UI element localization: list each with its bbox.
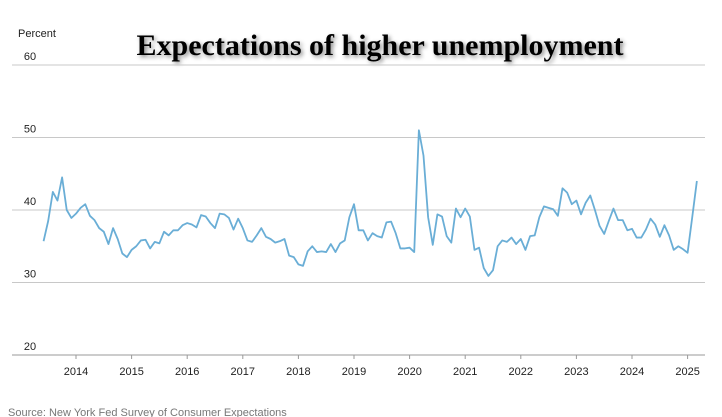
source: Source: New York Fed Survey of Consumer … xyxy=(8,407,287,417)
x-tick-label: 2025 xyxy=(675,366,699,378)
x-tick-label: 2021 xyxy=(453,366,477,378)
x-tick-label: 2022 xyxy=(509,366,533,378)
x-tick-label: 2017 xyxy=(231,366,255,378)
data-line xyxy=(42,129,698,277)
x-tick-label: 2023 xyxy=(564,366,588,378)
chart-title: Expectations of higher unemployment xyxy=(137,29,624,62)
x-tick-label: 2019 xyxy=(342,366,366,378)
x-tick-label: 2018 xyxy=(286,366,310,378)
y-tick-label: 50 xyxy=(24,124,36,136)
x-tick-label: 2020 xyxy=(397,366,421,378)
y-tick-label: 60 xyxy=(24,51,36,63)
y-tick-label: 20 xyxy=(24,341,36,353)
x-tick-label: 2016 xyxy=(175,366,199,378)
y-axis-label: Percent xyxy=(18,28,56,40)
x-tick-label: 2024 xyxy=(620,366,644,378)
x-tick-label: 2015 xyxy=(119,366,143,378)
x-tick-label: 2014 xyxy=(64,366,88,378)
y-tick-label: 40 xyxy=(24,196,36,208)
y-tick-label: 30 xyxy=(24,269,36,281)
